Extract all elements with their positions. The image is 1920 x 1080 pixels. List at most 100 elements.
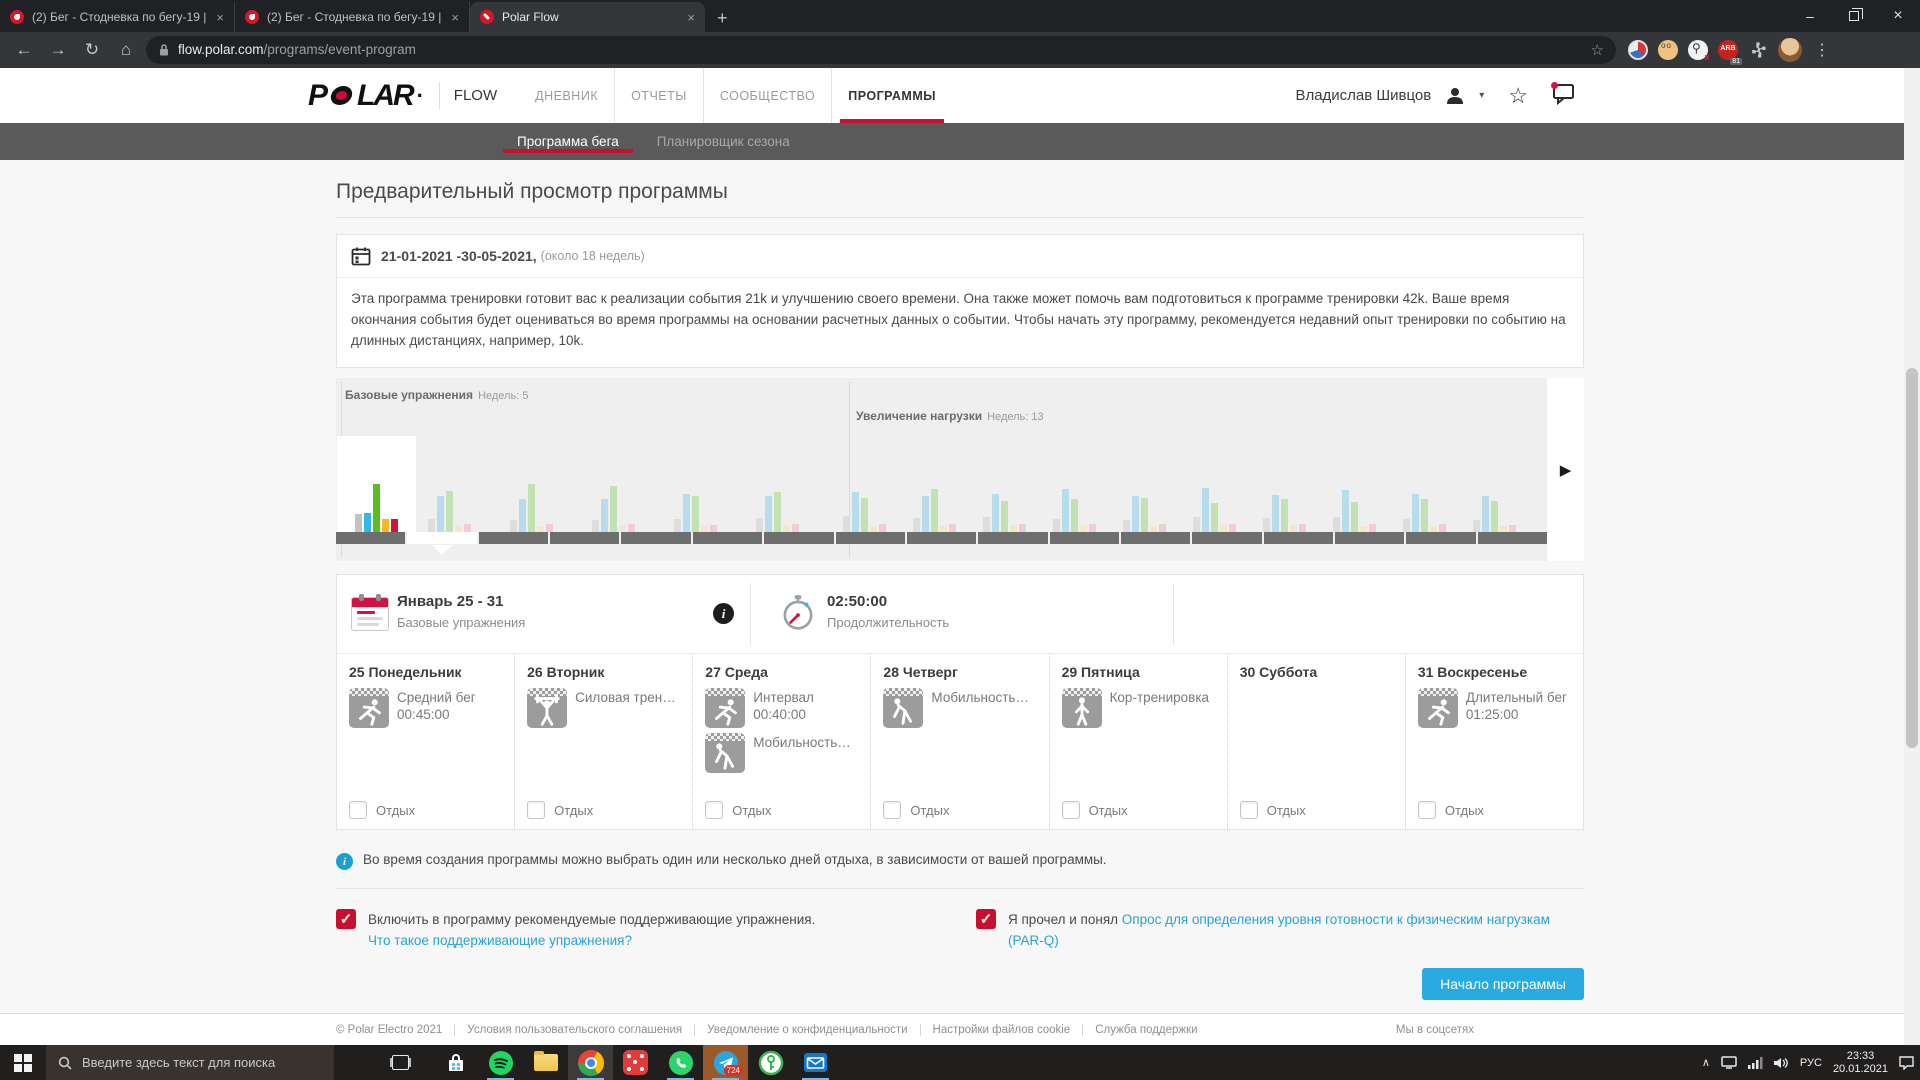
week-bar-group[interactable] [674,494,717,532]
week-bar-group[interactable] [1473,496,1516,532]
workout-item[interactable]: Средний бег 00:45:00 [349,688,504,728]
polar-logo[interactable]: P LAR. [308,77,440,112]
week-segment[interactable] [764,532,834,544]
scrollbar-thumb[interactable] [1906,368,1918,748]
taskbar-search[interactable]: Введите здесь текст для поиска [46,1045,334,1080]
week-segment[interactable] [1406,532,1476,544]
week-segment[interactable] [1049,532,1119,544]
task-view-icon[interactable] [392,1055,409,1070]
week-segment[interactable] [835,532,905,544]
week-segment[interactable] [407,532,477,544]
tab-close-icon[interactable]: × [216,9,224,25]
week-segment[interactable] [621,532,691,544]
page-scrollbar[interactable] [1904,68,1920,1045]
file-explorer-icon[interactable] [523,1045,568,1080]
week-segment[interactable] [978,532,1048,544]
extension-badge-icon[interactable]: ARB 81 [1718,40,1742,65]
user-name[interactable]: Владислав Шивцов [1295,87,1432,104]
week-bar-group[interactable] [983,494,1026,532]
reload-icon[interactable]: ↻ [84,40,100,59]
nav-item-сообщество[interactable]: СООБЩЕСТВО [702,68,831,123]
week-segment[interactable] [336,532,406,544]
workout-item[interactable]: Кор-тренировка [1061,688,1217,728]
week-segment[interactable] [550,532,620,544]
rest-checkbox[interactable] [527,801,546,819]
feedback-icon[interactable] [1550,81,1576,110]
chrome-icon[interactable] [568,1045,613,1080]
extension-icon[interactable] [1658,40,1678,60]
support-exercises-checkbox[interactable]: ✓ [336,909,356,929]
selected-week-highlight[interactable] [337,436,416,532]
week-segment[interactable] [1192,532,1262,544]
back-icon[interactable]: ← [15,40,33,59]
store-icon[interactable] [433,1045,478,1080]
week-timeline[interactable] [336,532,1548,544]
tray-expand-icon[interactable]: ∧ [1701,1057,1710,1069]
notification-center-icon[interactable] [1899,1055,1914,1070]
workout-item[interactable]: Длительный бег 01:25:00 [1417,688,1573,728]
rest-checkbox[interactable] [1417,801,1436,819]
week-bar-group[interactable] [1053,489,1096,532]
footer-link[interactable]: Настройки файлов cookie [919,1023,1083,1036]
week-segment[interactable] [1335,532,1405,544]
nav-item-дневник[interactable]: ДНЕВНИК [535,88,599,103]
browser-tab[interactable]: Polar Flow × [470,2,705,32]
tab-close-icon[interactable]: × [687,9,695,25]
extension-key-icon[interactable] [1688,40,1710,64]
antivirus-icon[interactable] [748,1045,793,1080]
url-bar[interactable]: flow.polar.com/programs/event-program ☆ [146,36,1616,64]
scroll-right-arrow[interactable]: ▶ [1547,378,1584,561]
week-bar-group[interactable] [1123,496,1166,532]
forward-icon[interactable]: → [49,40,67,59]
footer-link[interactable]: Уведомление о конфиденциальности [694,1023,919,1036]
week-segment[interactable] [478,532,549,544]
telegram-icon[interactable]: 724 [703,1045,748,1080]
profile-avatar[interactable] [1778,38,1802,62]
rest-checkbox[interactable] [1061,801,1080,819]
social-links-label[interactable]: Мы в соцсетях [1395,1023,1474,1036]
parq-checkbox[interactable]: ✓ [976,909,996,929]
week-segment[interactable] [1120,532,1191,544]
footer-link[interactable]: Служба поддержки [1082,1023,1209,1036]
home-icon[interactable]: ⌂ [120,40,132,59]
mail-icon[interactable] [793,1045,838,1080]
browser-tab[interactable]: (2) Бег - Стодневка по бегу-19 | × [0,2,235,32]
info-icon[interactable]: i [713,603,734,624]
workout-item[interactable]: Мобильность… [883,688,1038,728]
workout-item[interactable]: Силовая трен… [527,688,682,728]
nav-item-отчеты[interactable]: ОТЧЕТЫ [614,68,703,123]
parq-link[interactable]: Опрос для определения уровня готовности … [1008,912,1550,948]
extension-icon[interactable] [1628,40,1648,60]
keyboard-language[interactable]: РУС [1799,1056,1822,1069]
start-button[interactable] [0,1045,46,1080]
spotify-icon[interactable] [478,1045,523,1080]
week-bar-group[interactable] [510,484,553,532]
subnav-item[interactable]: Планировщик сезона [656,134,790,149]
bookmark-star-icon[interactable]: ☆ [1590,42,1604,59]
nav-item-программы[interactable]: ПРОГРАММЫ [831,68,952,123]
favorites-star-icon[interactable]: ☆ [1508,82,1528,108]
week-bar-group[interactable] [843,492,886,532]
week-segment[interactable] [692,532,763,544]
week-bar-group[interactable] [1263,495,1306,532]
subnav-item[interactable]: Программа бега [503,123,633,160]
volume-icon[interactable] [1773,1057,1789,1069]
rest-checkbox[interactable] [349,801,367,819]
tab-close-icon[interactable]: × [451,9,459,25]
clock[interactable]: 23:33 20.01.2021 [1833,1050,1888,1076]
chevron-down-icon[interactable]: ▾ [1479,90,1485,101]
footer-link[interactable]: Условия пользовательского соглашения [454,1023,694,1036]
person-icon[interactable] [1445,86,1465,106]
rest-checkbox[interactable] [705,801,724,819]
browser-menu-icon[interactable]: ⋮ [1814,42,1830,59]
browser-tab[interactable]: (2) Бег - Стодневка по бегу-19 | × [235,2,470,32]
puzzle-icon[interactable] [1748,40,1768,60]
support-exercises-link[interactable]: Что такое поддерживающие упражнения? [368,933,632,948]
workout-item[interactable]: Мобильность… [705,733,860,773]
workout-item[interactable]: Интервал 00:40:00 [705,688,860,728]
restore-icon[interactable] [1832,0,1876,32]
week-segment[interactable] [1263,532,1334,544]
network-icon[interactable] [1747,1056,1763,1069]
week-bar-group[interactable] [913,489,956,532]
new-tab-button[interactable]: + [717,8,728,28]
